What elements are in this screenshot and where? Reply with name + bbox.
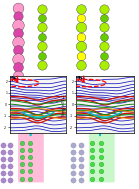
Point xyxy=(41,26,43,29)
Point xyxy=(41,35,43,38)
Point xyxy=(103,45,105,48)
Point xyxy=(20,170,23,173)
Y-axis label: Energy (eV) $E$$-$$E_f$: Energy (eV) $E$$-$$E_f$ xyxy=(0,93,2,116)
Point xyxy=(91,163,94,166)
Point xyxy=(41,54,43,57)
Point xyxy=(100,141,102,144)
Point xyxy=(80,143,82,146)
Point xyxy=(91,170,94,173)
Point xyxy=(20,177,23,180)
Point xyxy=(17,40,19,43)
Point xyxy=(20,141,23,144)
Point xyxy=(29,156,31,159)
Point xyxy=(72,172,74,175)
Point xyxy=(17,57,19,60)
Point xyxy=(103,16,105,19)
Point xyxy=(2,150,4,153)
Point xyxy=(17,66,19,69)
Point xyxy=(2,157,4,160)
Point xyxy=(80,54,82,57)
Point xyxy=(91,141,94,144)
Point xyxy=(80,16,82,19)
Text: (a): (a) xyxy=(10,76,19,81)
Point xyxy=(41,45,43,48)
Point xyxy=(9,172,12,175)
Point xyxy=(103,64,105,67)
Point xyxy=(9,179,12,182)
Point xyxy=(91,148,94,151)
Point xyxy=(9,150,12,153)
Point xyxy=(80,179,82,182)
Point xyxy=(17,74,19,77)
Point xyxy=(80,150,82,153)
FancyBboxPatch shape xyxy=(18,133,44,182)
Point xyxy=(80,7,82,10)
Point xyxy=(91,156,94,159)
Point xyxy=(80,26,82,29)
Point xyxy=(20,156,23,159)
Point xyxy=(80,172,82,175)
Point xyxy=(29,163,31,166)
Point xyxy=(72,143,74,146)
Point xyxy=(2,143,4,146)
FancyBboxPatch shape xyxy=(89,133,115,182)
Point xyxy=(72,150,74,153)
Point xyxy=(103,26,105,29)
Point xyxy=(9,143,12,146)
Point xyxy=(17,23,19,26)
Point xyxy=(103,54,105,57)
Point xyxy=(80,157,82,160)
Text: (b): (b) xyxy=(76,76,85,81)
Point xyxy=(100,170,102,173)
Point xyxy=(29,177,31,180)
Point xyxy=(9,165,12,168)
Point xyxy=(100,163,102,166)
Point xyxy=(20,148,23,151)
Point xyxy=(80,45,82,48)
Point xyxy=(72,179,74,182)
Point xyxy=(91,177,94,180)
Y-axis label: Energy (eV) $E$$-$$E_f$: Energy (eV) $E$$-$$E_f$ xyxy=(60,93,68,116)
Point xyxy=(80,64,82,67)
Point xyxy=(72,157,74,160)
Point xyxy=(103,35,105,38)
Point xyxy=(9,157,12,160)
Point xyxy=(17,15,19,18)
Point xyxy=(80,165,82,168)
Point xyxy=(17,32,19,35)
Point xyxy=(2,165,4,168)
Point xyxy=(29,170,31,173)
Point xyxy=(100,177,102,180)
Point xyxy=(41,7,43,10)
Point xyxy=(20,163,23,166)
Point xyxy=(2,179,4,182)
Point xyxy=(103,7,105,10)
Point xyxy=(29,141,31,144)
Point xyxy=(2,172,4,175)
Point xyxy=(100,148,102,151)
Point xyxy=(100,156,102,159)
Point xyxy=(29,148,31,151)
Point xyxy=(41,16,43,19)
Point xyxy=(80,35,82,38)
Point xyxy=(72,165,74,168)
Point xyxy=(41,64,43,67)
Point xyxy=(17,6,19,9)
Point xyxy=(17,49,19,52)
